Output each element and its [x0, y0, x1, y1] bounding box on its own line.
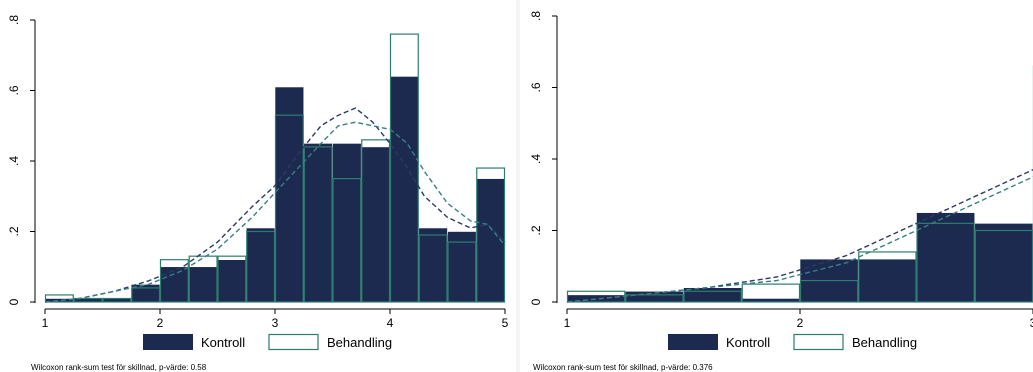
bar-behandling — [858, 251, 917, 303]
y-tick-label: .8 — [7, 15, 21, 25]
bar-behandling — [418, 234, 448, 303]
bar-behandling — [159, 259, 189, 303]
x-tick-label: 2 — [797, 316, 804, 330]
x-tick-label: 3 — [272, 316, 279, 330]
legend-swatch-behandling — [268, 333, 319, 351]
bar-behandling — [361, 139, 391, 303]
legend-swatch-kontroll — [668, 334, 718, 350]
bar-behandling — [476, 167, 506, 303]
histogram-panel-left: 0 .2 .4 .6 .8 1 2 3 4 5 Kontroll Behandling Wilco… — [0, 0, 516, 372]
bar-behandling — [447, 241, 477, 303]
bar-kontroll — [188, 266, 218, 303]
legend-swatch-behandling — [793, 333, 844, 351]
bar-kontroll — [974, 223, 1033, 303]
x-tick-label: 1 — [564, 316, 571, 330]
bar-kontroll — [624, 290, 684, 303]
bar-behandling — [389, 33, 419, 303]
bar-kontroll — [683, 287, 743, 303]
bar-kontroll — [217, 259, 247, 303]
legend-label-behandling: Behandling — [327, 335, 392, 350]
y-tick-label: .6 — [529, 82, 543, 92]
bar-kontroll — [418, 227, 448, 303]
y-tick-label: .2 — [529, 225, 543, 235]
bar-kontroll — [857, 258, 917, 303]
y-tick-label: .8 — [529, 11, 543, 21]
bar-behandling — [303, 146, 333, 303]
histogram-chart-left: 0 .2 .4 .6 .8 1 2 3 4 5 Kontroll Behandling Wilco… — [7, 15, 509, 372]
bar-kontroll — [274, 86, 305, 303]
legend: Kontroll Behandling — [668, 333, 917, 351]
x-tick-label: 2 — [157, 316, 164, 330]
bar-behandling — [246, 230, 276, 303]
axes-group: 0 .2 .4 .6 .8 1 2 3 4 5 — [7, 15, 509, 330]
density-line-kontroll — [44, 107, 506, 303]
bars-group — [44, 33, 506, 303]
bar-behandling — [332, 178, 362, 303]
bar-kontroll — [303, 143, 333, 303]
x-tick-label: 4 — [387, 316, 394, 330]
bar-kontroll — [916, 212, 976, 303]
y-tick-label: .2 — [7, 226, 21, 236]
legend-label-kontroll: Kontroll — [726, 335, 770, 350]
bar-kontroll — [332, 143, 362, 303]
bar-behandling — [916, 222, 975, 303]
bar-kontroll — [389, 76, 420, 303]
bar-kontroll — [360, 146, 391, 303]
bar-behandling — [683, 290, 742, 303]
x-tick-label: 3 — [1030, 316, 1033, 330]
wilcoxon-note: Wilcoxon rank-sum test för skillnad, p-v… — [533, 363, 713, 372]
y-tick-label: .4 — [7, 156, 21, 166]
bar-behandling — [274, 114, 304, 303]
x-tick-label: 1 — [42, 316, 49, 330]
legend-label-kontroll: Kontroll — [201, 335, 245, 350]
bar-behandling — [217, 255, 247, 303]
x-tick-label: 5 — [502, 316, 509, 330]
bar-behandling — [131, 287, 161, 303]
y-tick-label: .4 — [529, 154, 543, 164]
bar-behandling — [799, 279, 859, 303]
y-tick-label: 0 — [7, 298, 21, 305]
legend: Kontroll Behandling — [143, 333, 392, 351]
bar-kontroll — [245, 227, 276, 303]
wilcoxon-note: Wilcoxon rank-sum test för skillnad, p-v… — [31, 363, 207, 372]
bar-kontroll — [159, 266, 190, 303]
bar-behandling — [73, 297, 103, 303]
bar-behandling — [102, 297, 132, 303]
y-tick-label: 0 — [529, 298, 543, 305]
y-tick-label: .6 — [7, 85, 21, 95]
panel-divider — [516, 0, 520, 372]
bar-behandling — [188, 255, 218, 303]
legend-swatch-kontroll — [143, 334, 193, 350]
bars-group — [566, 65, 1033, 303]
legend-label-behandling: Behandling — [852, 335, 917, 350]
density-line-behandling — [44, 121, 506, 303]
density-lines-group — [44, 107, 506, 303]
bar-behandling — [625, 294, 684, 303]
bar-behandling — [741, 283, 801, 303]
